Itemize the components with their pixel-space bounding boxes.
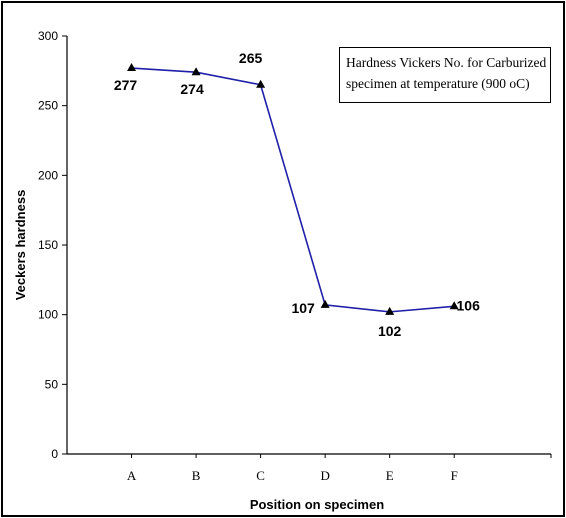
legend-line-2: specimen at temperature (900 oC) <box>346 76 530 91</box>
data-point-marker <box>320 299 330 308</box>
data-labels: 277 274 265 107 102 106 <box>114 50 480 339</box>
data-point-marker <box>127 63 137 72</box>
data-label: 265 <box>239 50 263 66</box>
line-chart: 0 50 100 150 200 250 300 A B C D E F 277 274 265 107 10… <box>13 29 552 512</box>
y-tick-label: 200 <box>38 168 58 182</box>
y-tick-label: 0 <box>51 447 58 461</box>
data-point-marker <box>385 306 395 315</box>
x-tick-label: E <box>386 468 394 483</box>
data-label: 102 <box>378 323 402 339</box>
x-axis-title: Position on specimen <box>250 497 384 512</box>
legend-box: Hardness Vickers No. for Carburized spec… <box>339 47 551 103</box>
data-label: 106 <box>457 297 481 313</box>
data-point-marker <box>191 67 201 76</box>
x-tick-label: C <box>256 468 265 483</box>
y-tick-label: 300 <box>38 29 58 43</box>
x-tick-label: F <box>451 468 458 483</box>
data-label: 277 <box>114 77 138 93</box>
x-tick-label: A <box>127 468 137 483</box>
x-ticks: A B C D E F <box>127 454 552 483</box>
y-tick-label: 50 <box>45 377 59 391</box>
series-line <box>131 67 455 313</box>
legend-line-1: Hardness Vickers No. for Carburized <box>346 55 547 70</box>
data-label: 274 <box>180 81 204 97</box>
y-ticks: 0 50 100 150 200 250 300 <box>38 29 67 461</box>
data-point-marker <box>256 79 266 88</box>
y-tick-label: 100 <box>38 308 58 322</box>
series-group <box>127 63 459 315</box>
x-tick-label: D <box>320 468 329 483</box>
data-label: 107 <box>291 300 315 316</box>
x-tick-label: B <box>192 468 201 483</box>
y-tick-label: 250 <box>38 99 58 113</box>
y-tick-label: 150 <box>38 238 58 252</box>
y-axis-title: Veckers hardness <box>13 190 28 301</box>
data-point-marker <box>449 301 459 310</box>
